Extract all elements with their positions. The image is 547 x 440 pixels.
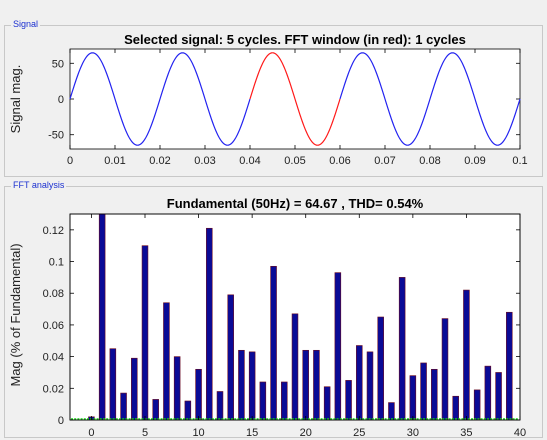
harmonic-bar [131,357,138,421]
signal-waveform [69,52,521,146]
harmonic-bar [270,265,277,421]
harmonic-bar [195,368,202,421]
signal-y-tick-label: -50 [48,130,64,142]
harmonic-bar [506,311,513,421]
fft-y-tick-label: 0.06 [43,320,64,332]
fft-y-tick-label: 0 [58,415,64,427]
harmonic-bar [259,381,267,421]
harmonic-bar [334,272,342,421]
fft-chart: Fundamental (50Hz) = 64.67 , THD= 0.54% … [8,196,526,439]
fft-x-tick-label: 25 [353,427,365,439]
fft-panel-title: FFT analysis [11,179,67,191]
harmonic-bar [409,375,417,421]
fft-window-line [249,52,341,146]
fft-x-tick-label: 10 [192,427,204,439]
fft-y-tick-label: 0.08 [43,288,64,300]
harmonic-bar [323,386,331,421]
harmonic-bar [291,313,299,421]
harmonic-bar [366,351,374,421]
harmonic-bar [173,356,181,421]
signal-y-tick-label: 0 [58,94,64,106]
fft-bars [71,213,519,421]
signal-series-line [69,52,251,146]
fft-x-tick-label: 35 [460,427,472,439]
signal-chart: Selected signal: 5 cycles. FFT window (i… [8,32,528,167]
signal-panel: Signal [4,18,543,177]
fft-chart-title: Fundamental (50Hz) = 64.67 , THD= 0.54% [167,196,424,211]
signal-x-tick-label: 0.05 [284,155,305,167]
signal-x-tick-label: 0.1 [512,155,527,167]
harmonic-bar [184,400,192,421]
signal-axis-ticks: 0 0.01 0.02 0.03 0.04 0.05 0.06 0.07 0.08 0.09 0.1… [48,49,528,167]
harmonic-bar [141,245,149,421]
fft-y-tick-label: 0.04 [43,352,64,364]
signal-x-tick-label: 0.08 [419,155,440,167]
harmonic-bar [345,380,352,421]
harmonic-bar [216,391,224,421]
harmonic-bar [248,351,256,421]
fft-analysis-panel: FFT analysis [4,179,543,438]
harmonic-bar [302,349,309,421]
signal-x-tick-label: 0.03 [194,155,215,167]
harmonic-bar [495,372,502,421]
harmonic-bar [120,392,127,421]
harmonic-bar [388,402,395,421]
harmonic-bar [420,362,427,421]
harmonic-bar [98,213,106,421]
fft-x-tick-label: 40 [514,427,526,439]
fft-y-tick-label: 0.1 [49,257,64,269]
fft-y-tick-label: 0.02 [43,383,64,395]
harmonic-bar [206,227,213,421]
harmonic-bar [238,349,245,421]
signal-y-axis-label: Signal mag. [8,65,23,134]
harmonic-bar [431,368,438,421]
fft-x-tick-label: 30 [407,427,419,439]
fft-x-tick-label: 20 [300,427,312,439]
fft-plot-frame [69,213,521,421]
harmonic-bar [463,289,470,421]
signal-x-tick-label: 0.02 [149,155,170,167]
harmonic-bar [109,348,117,421]
signal-x-tick-label: 0.07 [374,155,395,167]
harmonic-bar [473,389,481,421]
fft-x-tick-label: 5 [142,427,148,439]
fft-axis-ticks: 0 5 10 15 20 25 30 35 40 0 0.02 0.04 0.06 0.08 0.1 0.12 [43,213,526,439]
signal-series-line [339,52,521,146]
harmonic-bar [163,302,170,421]
fft-y-axis-label: Mag (% of Fundamental) [8,243,23,386]
signal-x-tick-label: 0.06 [329,155,350,167]
harmonic-bar [398,277,406,421]
harmonic-bar [484,365,492,421]
signal-x-tick-label: 0.04 [239,155,260,167]
fft-x-tick-label: 15 [246,427,258,439]
harmonic-bar [356,345,363,421]
harmonic-bar [377,316,384,421]
harmonic-bar [227,294,234,421]
fft-y-tick-label: 0.12 [43,225,64,237]
harmonic-bar [152,399,159,421]
harmonic-bar [452,395,459,421]
signal-x-tick-label: 0.09 [464,155,485,167]
fft-x-tick-label: 0 [88,427,94,439]
signal-y-tick-label: 50 [52,58,64,70]
harmonic-bar [281,381,288,421]
signal-x-tick-label: 0 [67,155,73,167]
signal-panel-title: Signal [11,18,41,30]
signal-chart-title: Selected signal: 5 cycles. FFT window (i… [124,32,466,47]
signal-x-tick-label: 0.01 [104,155,125,167]
harmonic-bar [441,318,449,421]
harmonic-bar [313,349,320,421]
